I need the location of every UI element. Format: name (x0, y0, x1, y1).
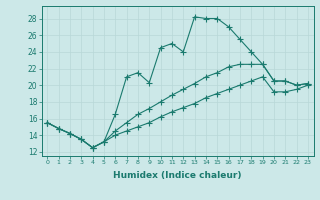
X-axis label: Humidex (Indice chaleur): Humidex (Indice chaleur) (113, 171, 242, 180)
